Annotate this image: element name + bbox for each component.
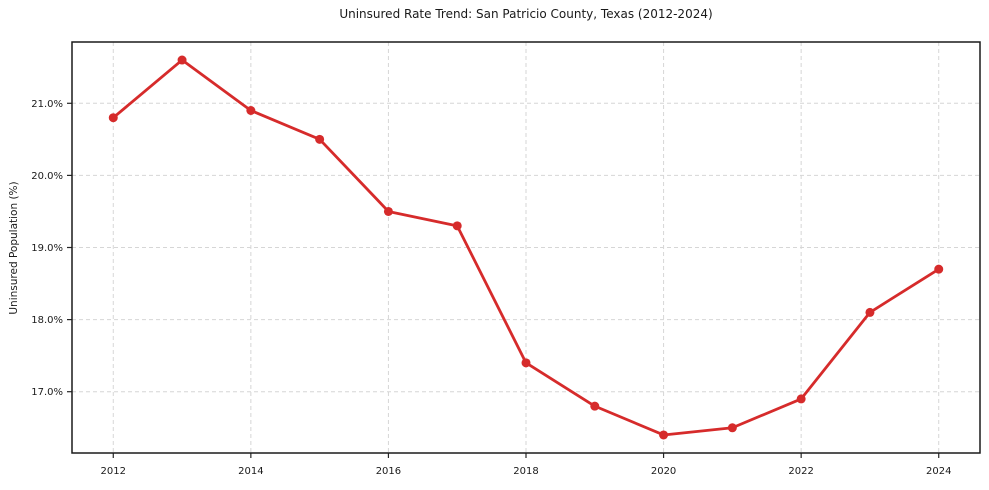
data-point <box>452 221 462 231</box>
axes-border <box>71 41 981 454</box>
y-tick-label: 17.0% <box>31 387 63 398</box>
data-point <box>246 106 256 115</box>
data-point <box>177 55 187 65</box>
x-tick-label: 2012 <box>101 466 126 477</box>
data-point <box>521 358 531 368</box>
x-tick-label: 2022 <box>788 466 813 477</box>
x-tick-label: 2024 <box>926 466 951 477</box>
data-point <box>108 113 118 123</box>
data-point <box>659 430 669 440</box>
data-point <box>727 423 737 433</box>
data-point <box>934 264 944 274</box>
x-tick-label: 2014 <box>238 466 263 477</box>
x-tick-label: 2018 <box>513 466 538 477</box>
data-point <box>796 394 806 404</box>
y-tick-label: 19.0% <box>31 243 63 254</box>
data-point <box>590 401 600 411</box>
y-tick-label: 21.0% <box>31 99 63 110</box>
x-tick-label: 2016 <box>376 466 401 477</box>
chart-title: Uninsured Rate Trend: San Patricio Count… <box>339 7 713 21</box>
data-point <box>315 134 325 144</box>
y-tick-label: 20.0% <box>31 171 63 182</box>
y-tick-label: 18.0% <box>31 315 63 326</box>
data-point <box>865 307 875 317</box>
data-point <box>383 206 393 216</box>
x-tick-label: 2020 <box>651 466 676 477</box>
